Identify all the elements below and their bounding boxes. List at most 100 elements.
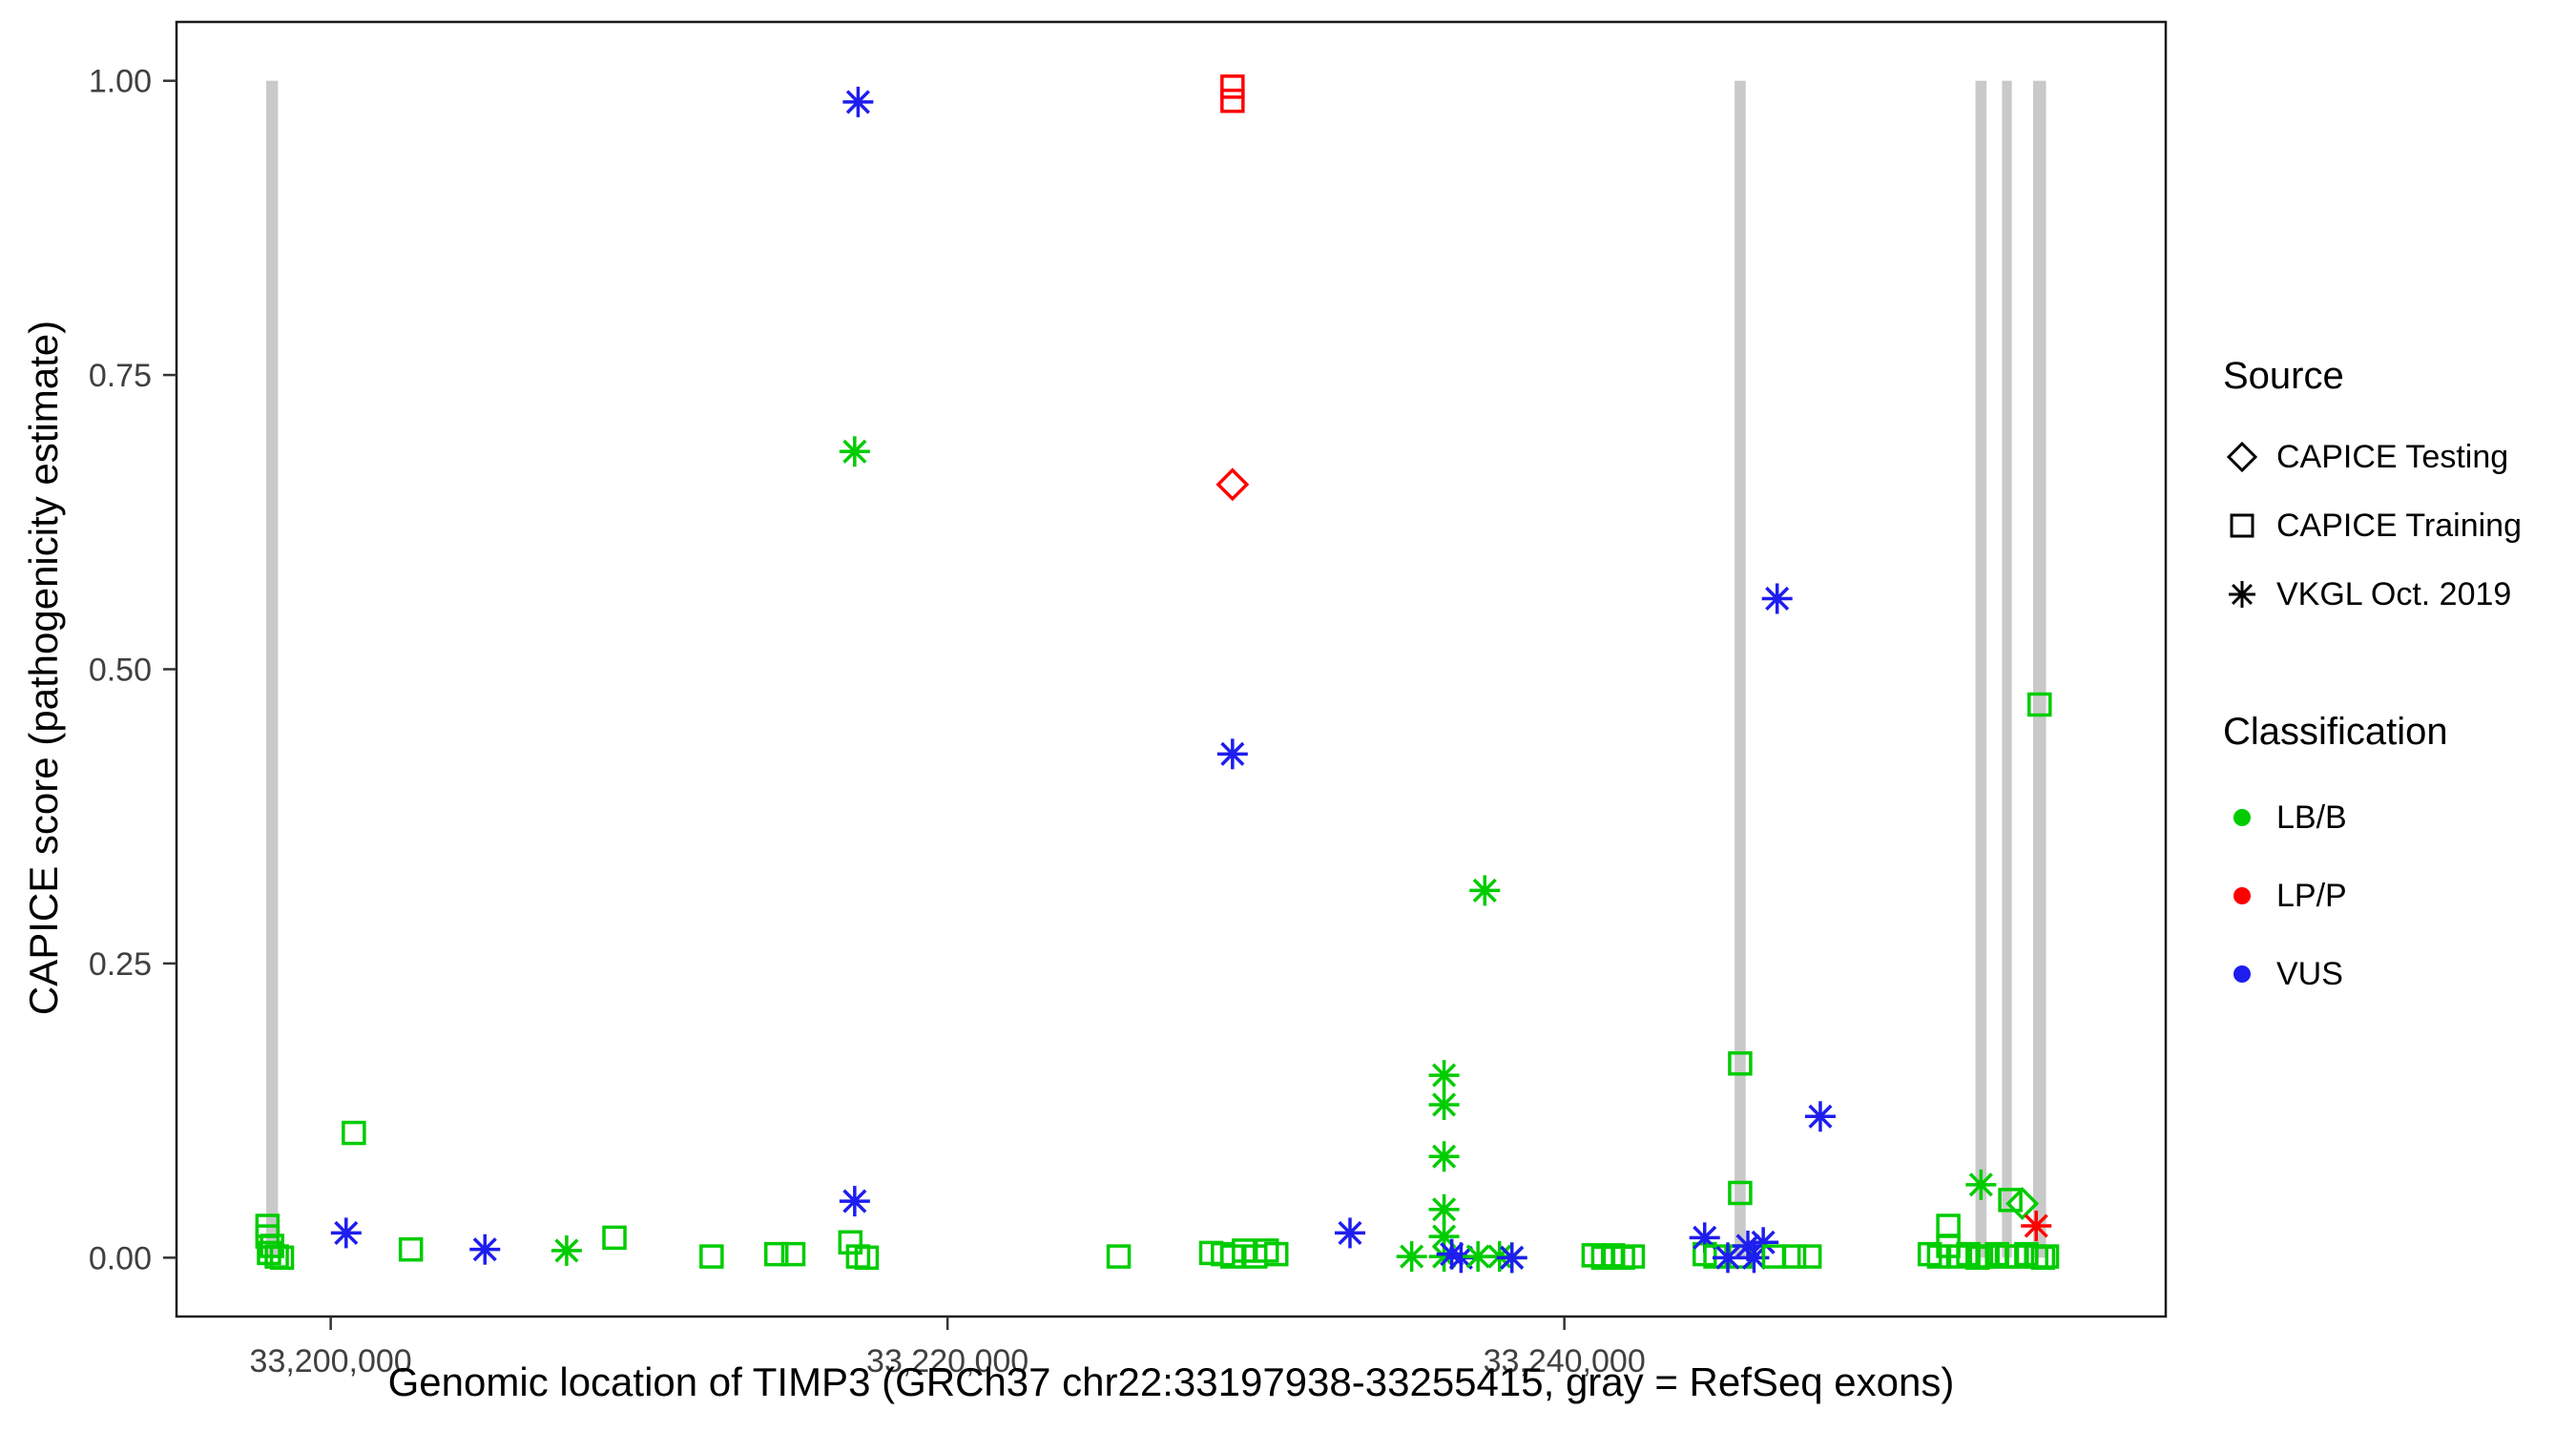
data-point — [838, 1230, 863, 1255]
square-marker-icon — [2027, 692, 2052, 717]
filled-circle-icon — [2223, 955, 2276, 993]
square-marker-icon — [1620, 1244, 1646, 1269]
data-point — [342, 1120, 366, 1146]
square-marker-icon — [1998, 1188, 2023, 1213]
square-marker-icon — [1781, 1244, 1807, 1269]
legend-item-lb-b: LB/B — [2223, 778, 2566, 857]
data-point — [1804, 1101, 1836, 1132]
asterisk-marker-icon — [1712, 1242, 1743, 1274]
plot-panel — [177, 22, 2166, 1317]
square-marker-icon — [854, 1245, 880, 1271]
asterisk-marker-icon — [469, 1234, 501, 1265]
x-tick-label: 33,220,000 — [866, 1343, 1028, 1379]
square-marker-icon — [1797, 1244, 1822, 1269]
exon-bar — [1975, 80, 1987, 1258]
square-marker-icon — [763, 1241, 789, 1267]
legend-classification-items: LB/B LP/P VUS — [2223, 778, 2566, 1013]
legend-classification-title: Classification — [2223, 711, 2448, 753]
square-marker-icon — [398, 1236, 424, 1262]
exon-bar — [1735, 80, 1746, 1258]
asterisk-marker-icon — [1428, 1060, 1460, 1091]
legend-source-title: Source — [2223, 355, 2344, 397]
exon-bar — [266, 80, 279, 1258]
data-point — [1220, 88, 1245, 114]
data-point — [1428, 1060, 1460, 1091]
y-tick-label: 1.00 — [89, 64, 152, 100]
data-point — [1428, 1141, 1460, 1172]
data-point — [854, 1245, 880, 1271]
legend-item-label: VKGL Oct. 2019 — [2276, 575, 2512, 612]
legend-source-items: CAPICE Testing CAPICE Training VKGL Oct. 2… — [2223, 423, 2566, 629]
data-point — [1496, 1242, 1527, 1274]
square-marker-icon — [1106, 1244, 1132, 1269]
exon-bar — [2033, 80, 2046, 1258]
legend-item-label: CAPICE Training — [2276, 507, 2522, 544]
square-marker-icon — [342, 1120, 366, 1146]
data-point — [269, 1245, 295, 1271]
legend-item-label: CAPICE Testing — [2276, 438, 2509, 475]
square-icon — [2223, 507, 2276, 545]
data-point — [602, 1225, 627, 1251]
square-marker-icon — [1728, 1051, 1753, 1076]
legend-gap — [2223, 629, 2566, 711]
data-point — [1998, 1188, 2023, 1213]
legend-item-lp-p: LP/P — [2223, 857, 2566, 935]
diamond-icon — [2223, 438, 2276, 476]
legend-item-label: LP/P — [2276, 877, 2347, 914]
x-axis-title: Genomic location of TIMP3 (GRCh37 chr22:… — [387, 1359, 1955, 1404]
data-point — [839, 436, 870, 467]
data-point — [398, 1236, 424, 1262]
data-point — [1216, 738, 1248, 770]
asterisk-marker-icon — [1396, 1241, 1427, 1273]
square-marker-icon — [269, 1245, 295, 1271]
asterisk-marker-icon — [2021, 1211, 2052, 1242]
data-point — [1781, 1244, 1807, 1269]
square-marker-icon — [699, 1244, 724, 1269]
asterisk-marker-icon — [1334, 1217, 1365, 1249]
data-point — [257, 1240, 281, 1266]
data-point — [780, 1241, 806, 1267]
data-point — [330, 1217, 362, 1249]
square-marker-icon — [257, 1240, 281, 1266]
data-point — [469, 1234, 501, 1265]
data-point — [699, 1244, 724, 1269]
data-point — [1428, 1089, 1460, 1120]
asterisk-marker-icon — [551, 1234, 582, 1266]
data-point — [1712, 1242, 1743, 1274]
square-marker-icon — [780, 1241, 806, 1267]
data-point — [1620, 1244, 1646, 1269]
x-tick-label: 33,240,000 — [1484, 1343, 1646, 1379]
data-point — [2021, 1211, 2052, 1242]
data-point — [839, 1186, 870, 1217]
asterisk-marker-icon — [1496, 1242, 1527, 1274]
asterisk-marker-icon — [842, 86, 874, 117]
data-point — [2034, 1244, 2060, 1269]
data-point — [1263, 1241, 1289, 1267]
data-point — [1469, 875, 1501, 906]
asterisk-marker-icon — [330, 1217, 362, 1249]
legend-item-vkgl-oct-2019: VKGL Oct. 2019 — [2223, 560, 2566, 629]
legend-item-label: VUS — [2276, 955, 2343, 992]
data-point — [1728, 1051, 1753, 1076]
legend-item-capice-testing: CAPICE Testing — [2223, 423, 2566, 491]
data-point — [2027, 692, 2052, 717]
diamond-marker-icon — [2005, 1187, 2040, 1221]
data-point — [842, 86, 874, 117]
legend-item-capice-training: CAPICE Training — [2223, 491, 2566, 560]
asterisk-marker-icon — [1804, 1101, 1836, 1132]
data-point — [1797, 1244, 1822, 1269]
filled-circle-icon — [2223, 798, 2276, 837]
data-point — [1215, 467, 1250, 502]
y-tick-label: 0.25 — [89, 946, 152, 983]
data-point — [1965, 1169, 1997, 1200]
asterisk-marker-icon — [1761, 583, 1793, 614]
legend: Source CAPICE Testing CAPICE Training VKGL… — [2223, 355, 2566, 1013]
data-point — [1428, 1193, 1460, 1225]
asterisk-marker-icon — [839, 436, 870, 467]
square-marker-icon — [1728, 1180, 1753, 1206]
data-point — [1728, 1180, 1753, 1206]
square-marker-icon — [838, 1230, 863, 1255]
square-marker-icon — [1263, 1241, 1289, 1267]
y-tick-label: 0.00 — [89, 1240, 152, 1276]
